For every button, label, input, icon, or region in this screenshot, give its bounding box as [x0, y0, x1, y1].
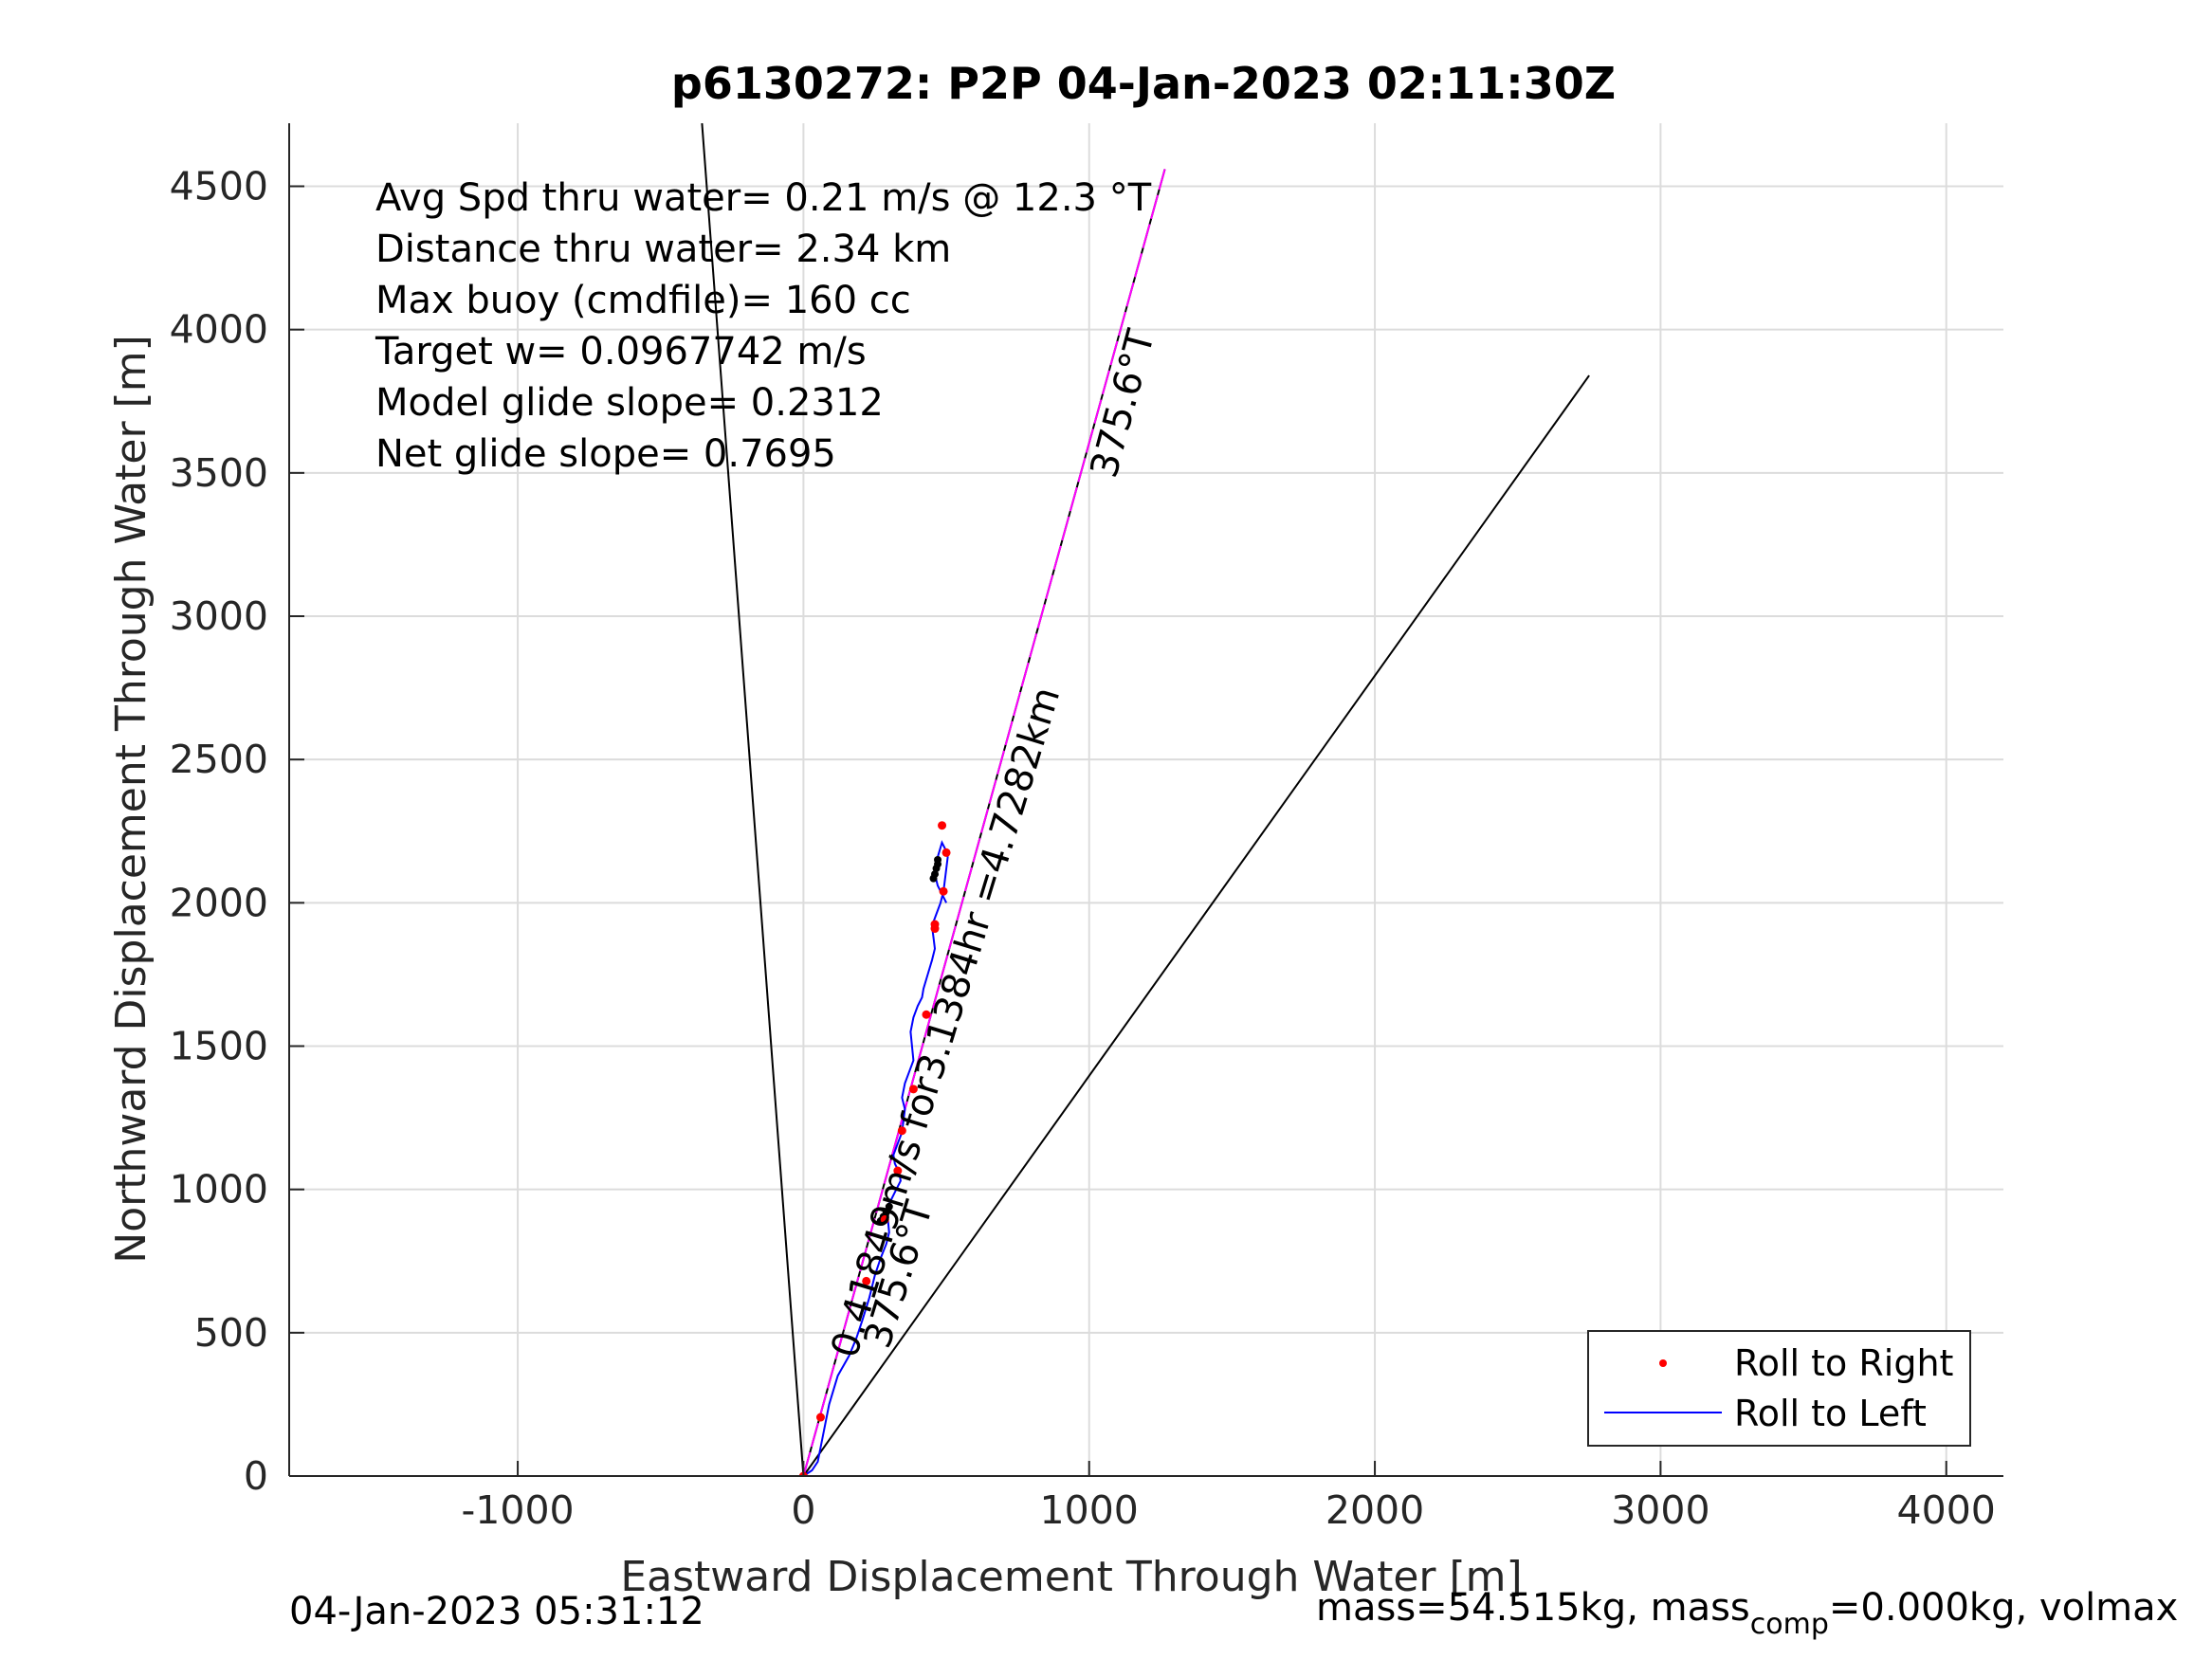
footer-timestamp: 04-Jan-2023 05:31:12 — [289, 1590, 704, 1633]
x-tick-label: 1000 — [1040, 1487, 1139, 1533]
heading-line — [802, 374, 1590, 1476]
roll-to-right-point — [897, 1126, 906, 1136]
annotations: 375.6°T0.41849m/s for3.1384hr =4.7282km3… — [823, 325, 1163, 1363]
x-tick-label: 0 — [791, 1487, 815, 1533]
roll-to-right-point — [941, 848, 951, 857]
legend-label-roll-right: Roll to Right — [1734, 1342, 1953, 1384]
roll-to-right-point — [815, 1413, 825, 1422]
footer-mass-prefix: mass=54.515kg, mass — [1316, 1586, 1750, 1630]
info-line: Distance thru water= 2.34 km — [375, 228, 951, 271]
roll-to-right-point — [922, 1010, 931, 1019]
x-tick-label: 4000 — [1897, 1487, 1996, 1533]
legend: Roll to Right Roll to Left — [1587, 1330, 1971, 1447]
surface-point — [885, 1202, 893, 1211]
net-track-line — [802, 169, 1166, 1476]
x-axis-label: Eastward Displacement Through Water [m] — [620, 1553, 1522, 1601]
y-tick-label: 1500 — [170, 1024, 268, 1069]
info-line: Max buoy (cmdfile)= 160 cc — [375, 279, 911, 322]
y-tick-label: 3500 — [170, 450, 268, 496]
roll-to-right-point — [893, 1166, 903, 1176]
legend-marker-roll-right — [1659, 1359, 1667, 1367]
roll-to-right-point — [908, 1085, 918, 1094]
surface-point — [931, 870, 940, 879]
y-tick-label: 4500 — [170, 164, 268, 210]
annotation-label: 375.6°T — [1083, 325, 1164, 483]
footer-mass: mass=54.515kg, masscomp=0.000kg, volmax — [1316, 1586, 2178, 1641]
x-tick-label: -1000 — [461, 1487, 574, 1533]
y-tick-label: 4000 — [170, 307, 268, 353]
heading-line — [701, 123, 805, 1476]
footer-mass-sub: comp — [1750, 1608, 1829, 1641]
y-tick-label: 2500 — [170, 737, 268, 782]
info-text: Avg Spd thru water= 0.21 m/s @ 12.3 °T Di… — [375, 176, 1152, 476]
roll-to-right-point — [880, 1214, 889, 1224]
roll-to-left-line — [802, 840, 949, 1476]
y-tick-label: 3000 — [170, 593, 268, 639]
roll-to-right-point — [930, 920, 940, 929]
y-tick-label: 2000 — [170, 880, 268, 925]
x-tick-label: 2000 — [1325, 1487, 1424, 1533]
info-line: Model glide slope= 0.2312 — [375, 381, 884, 425]
surface-point — [882, 1208, 890, 1216]
surface-point — [934, 855, 942, 864]
ticks: -1000 0 1000 2000 3000 4000 0 500 1000 1500 2000 25… — [170, 164, 1996, 1533]
info-line: Net glide slope= 0.7695 — [375, 432, 836, 476]
grid — [289, 123, 2003, 1477]
y-tick-label: 500 — [194, 1310, 268, 1356]
legend-box — [1587, 1330, 1971, 1447]
footer-mass-suffix: =0.000kg, volmax — [1829, 1586, 2178, 1630]
legend-label-roll-left: Roll to Left — [1734, 1393, 1927, 1434]
y-tick-label: 1000 — [170, 1167, 268, 1212]
roll-to-right-point — [862, 1276, 871, 1285]
annotation-label: 0.41849m/s for3.1384hr =4.7282km — [823, 683, 1069, 1363]
roll-to-right-point — [938, 821, 947, 830]
chart-title: p6130272: P2P 04-Jan-2023 02:11:30Z — [671, 58, 1616, 109]
y-axis-label: Northward Displacement Through Water [m] — [107, 335, 155, 1263]
info-line: Avg Spd thru water= 0.21 m/s @ 12.3 °T — [375, 176, 1152, 220]
info-line: Target w= 0.0967742 m/s — [375, 330, 867, 374]
x-tick-label: 3000 — [1611, 1487, 1709, 1533]
y-tick-label: 0 — [244, 1453, 268, 1499]
roll-to-right-point — [939, 886, 948, 896]
plot-area — [701, 123, 1590, 1476]
